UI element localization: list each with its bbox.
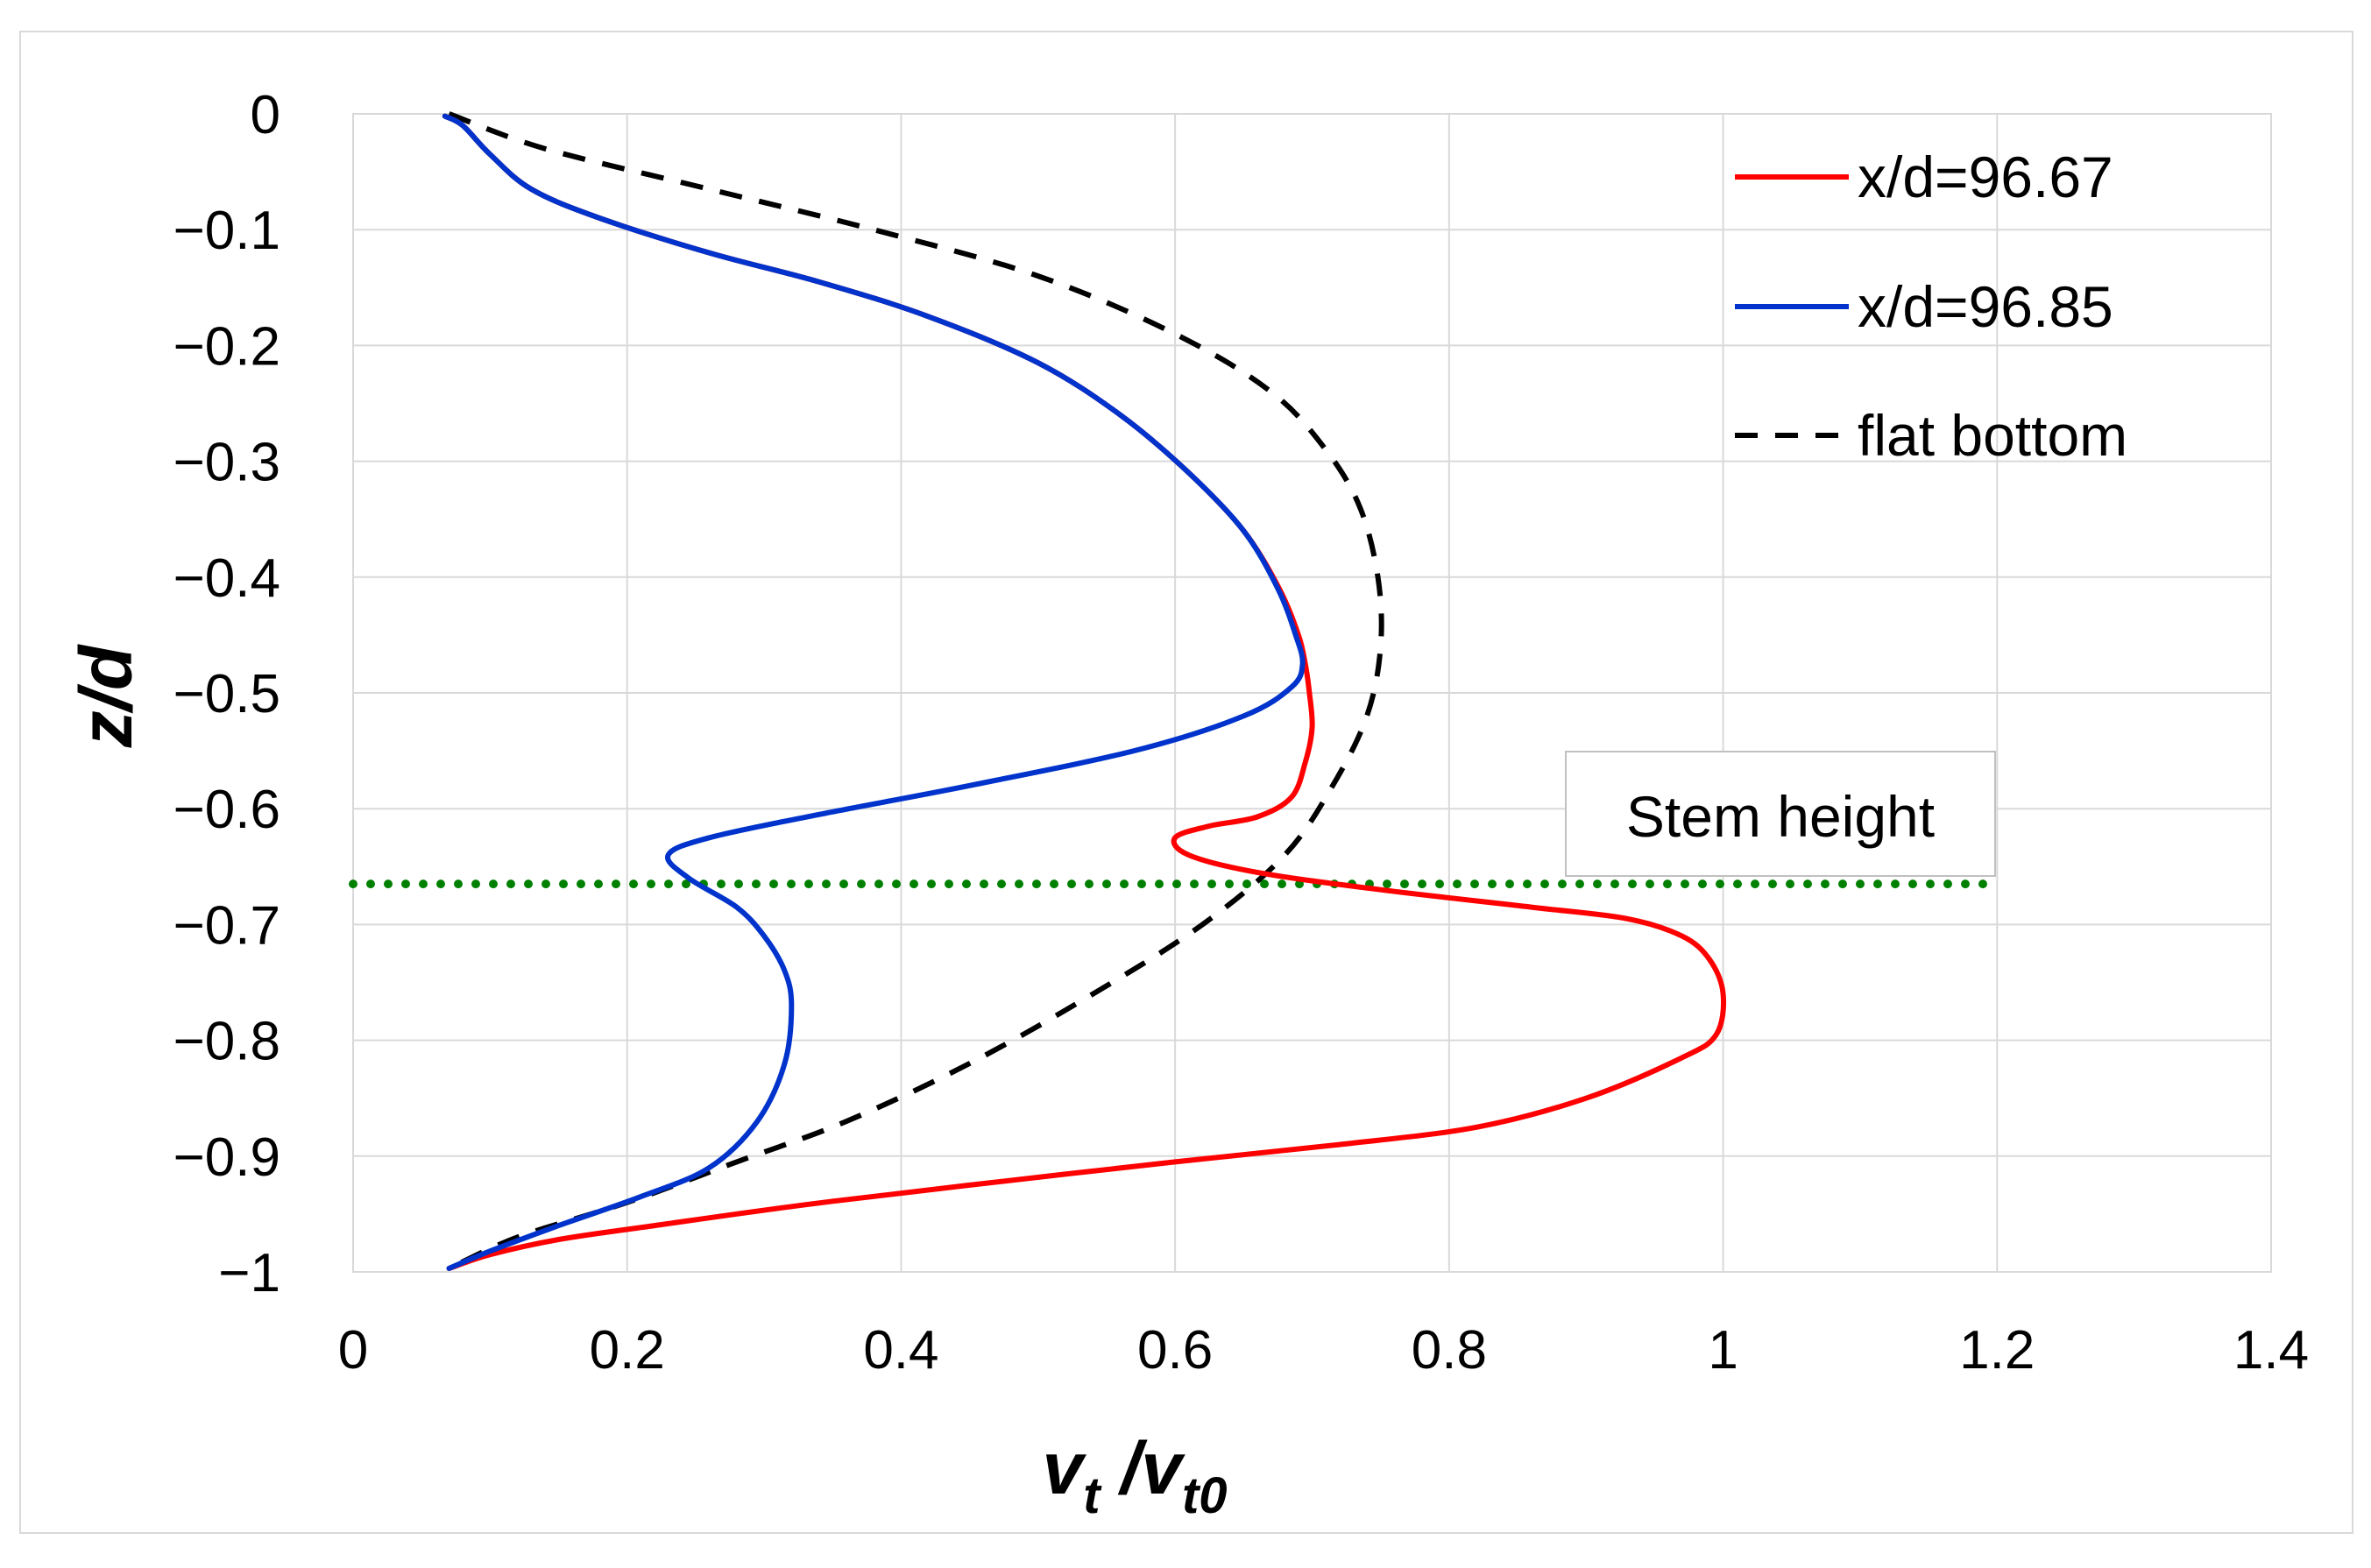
x-tick-label: 0.6: [1137, 1320, 1213, 1381]
y-tick-label: −0.7: [173, 895, 280, 956]
legend: x/d=96.67 x/d=96.85 flat bottom: [1735, 145, 2127, 468]
plot-area-border: [352, 113, 2272, 1273]
x-tick-label: 1.2: [1959, 1320, 2035, 1381]
y-axis-title: z/d: [65, 644, 147, 748]
legend-label-0: x/d=96.67: [1858, 145, 2113, 209]
legend-label-1: x/d=96.85: [1858, 274, 2113, 339]
y-tick-label: −0.8: [173, 1012, 280, 1072]
y-tick-label: −0.6: [173, 780, 280, 840]
annotation-box: [1565, 751, 1996, 877]
x-axis-title: vt /vt0: [1042, 1427, 1227, 1524]
x-tick-label: 0.8: [1412, 1320, 1487, 1381]
x-tick-label: 1.4: [2233, 1320, 2309, 1381]
y-tick-label: 0: [251, 85, 280, 145]
x-title-sub2: t0: [1182, 1467, 1228, 1524]
y-tick-label: −0.2: [173, 316, 280, 377]
x-tick-label: 0: [338, 1320, 368, 1381]
y-tick-label: −1: [218, 1243, 280, 1303]
y-tick-label: −0.3: [173, 433, 280, 493]
series-line-flat-bottom: [448, 111, 1384, 1271]
y-axis-ticks: 0 −0.1 −0.2 −0.3 −0.4 −0.5 −0.6 −0.7 −0.8 −0.9 −1: [173, 85, 280, 1303]
x-tick-label: 1: [1708, 1320, 1738, 1381]
legend-label-2: flat bottom: [1858, 403, 2127, 468]
x-title-sub: t: [1083, 1467, 1102, 1524]
series-line-x-d-96-85: [442, 113, 1306, 1271]
y-tick-label: −0.4: [173, 548, 280, 609]
x-tick-label: 0.2: [590, 1320, 665, 1381]
y-tick-label: −0.9: [173, 1127, 280, 1188]
x-tick-label: 0.4: [863, 1320, 938, 1381]
x-title-main2: v: [1141, 1427, 1186, 1509]
y-tick-label: −0.1: [173, 201, 280, 261]
x-title-main: v: [1042, 1427, 1086, 1509]
y-tick-label: −0.5: [173, 664, 280, 724]
stem-height-annotation: Stem height: [1565, 751, 1996, 877]
x-title-sep: /: [1101, 1427, 1148, 1509]
annotation-text: Stem height: [1626, 784, 1935, 849]
series-group: [442, 111, 1727, 1271]
x-axis-ticks: 0 0.2 0.4 0.6 0.8 1 1.2 1.4: [338, 1320, 2309, 1381]
